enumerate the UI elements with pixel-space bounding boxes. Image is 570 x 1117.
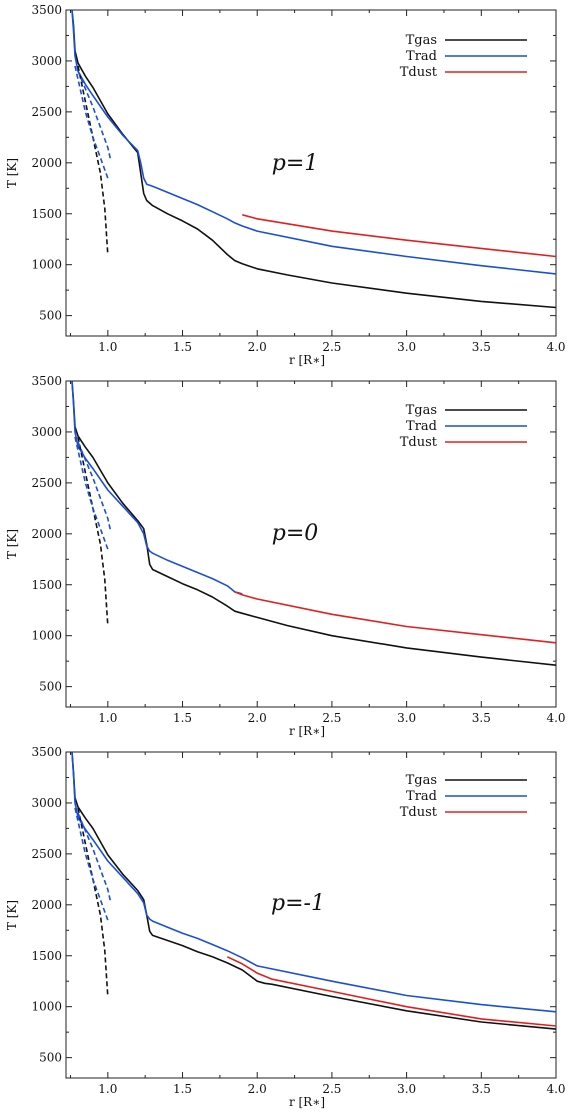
x-tick-label: 3.5 [472, 711, 491, 725]
series-group [71, 10, 556, 309]
series-line-tdust [234, 591, 556, 644]
legend-label-tgas: Tgas [406, 773, 437, 788]
chart-panel-1: 1.0 1.5 2.0 2.5 3.0 3.5 4.0 500 1000 1500 2000 2500… [5, 3, 566, 367]
legend-label-trad: Trad [406, 789, 437, 804]
x-tick-label: 2.0 [248, 340, 267, 354]
x-tick-label: 3.0 [397, 711, 416, 725]
x-tick-label: 1.0 [98, 1082, 117, 1096]
y-tick-label: 1500 [31, 578, 62, 592]
series-line-tdust [226, 956, 556, 1027]
y-tick-label: 3000 [31, 796, 62, 810]
y-tick-label: 3500 [31, 3, 62, 17]
x-tick-label: 2.0 [248, 711, 267, 725]
y-axis-label: T [K] [5, 529, 19, 559]
series-line-dashed [77, 441, 112, 532]
series-line-dashed [74, 807, 109, 921]
x-tick-label: 3.5 [472, 340, 491, 354]
legend-label-tdust: Tdust [400, 65, 438, 80]
y-tick-label: 500 [39, 680, 62, 694]
series-line-dashed [74, 65, 109, 179]
x-tick-label: 2.5 [322, 711, 341, 725]
legend-label-tdust: Tdust [400, 805, 438, 820]
series-line-dashed [74, 436, 109, 550]
y-tick-label: 1000 [31, 1000, 62, 1014]
x-tick-label: 1.0 [98, 340, 117, 354]
x-tick-label: 1.5 [173, 1082, 192, 1096]
series-line-tgas [71, 10, 556, 309]
y-axis-label: T [K] [5, 158, 19, 188]
series-group [71, 752, 556, 1030]
series-line-dashed [77, 807, 109, 997]
y-tick-label: 3500 [31, 374, 62, 388]
x-tick-label: 2.0 [248, 1082, 267, 1096]
y-tick-label: 3000 [31, 54, 62, 68]
y-tick-label: 2500 [31, 105, 62, 119]
panel-annotation: p=-1 [271, 891, 325, 916]
y-tick-label: 3000 [31, 425, 62, 439]
x-tick-label: 1.0 [98, 711, 117, 725]
y-tick-label: 1000 [31, 629, 62, 643]
x-tick-label: 2.5 [322, 340, 341, 354]
series-line-tdust [242, 214, 556, 258]
legend-label-trad: Trad [406, 49, 437, 64]
series-line-trad [71, 10, 556, 275]
y-tick-label: 2500 [31, 847, 62, 861]
y-tick-label: 500 [39, 309, 62, 323]
series-line-trad [71, 381, 243, 595]
series-line-dashed [77, 812, 112, 903]
y-tick-label: 2000 [31, 527, 62, 541]
legend-label-tdust: Tdust [400, 435, 438, 450]
x-tick-label: 3.0 [397, 340, 416, 354]
chart-panel-2: 1.0 1.5 2.0 2.5 3.0 3.5 4.0 500 1000 1500 2000 2500… [5, 374, 566, 738]
y-tick-label: 1500 [31, 949, 62, 963]
y-tick-label: 2000 [31, 156, 62, 170]
y-tick-label: 2000 [31, 898, 62, 912]
x-tick-label: 2.5 [322, 1082, 341, 1096]
x-axis-label: r [R∗] [289, 724, 325, 738]
series-line-dashed [77, 70, 112, 161]
x-tick-label: 4.0 [546, 711, 565, 725]
x-tick-label: 1.5 [173, 340, 192, 354]
legend-label-trad: Trad [406, 419, 437, 434]
series-line-tgas [71, 381, 556, 666]
series-line-dashed [77, 436, 109, 626]
x-axis-label: r [R∗] [289, 1095, 325, 1109]
x-tick-label: 3.0 [397, 1082, 416, 1096]
legend-label-tgas: Tgas [406, 33, 437, 48]
panel-annotation: p=0 [272, 521, 319, 546]
y-tick-label: 2500 [31, 476, 62, 490]
x-axis-label: r [R∗] [289, 353, 325, 367]
series-line-tgas [71, 752, 556, 1030]
plot-frame [65, 751, 557, 1079]
series-group [71, 381, 556, 666]
y-axis-label: T [K] [5, 900, 19, 930]
series-line-trad [71, 752, 556, 1013]
x-tick-label: 1.5 [173, 711, 192, 725]
plot-frame [65, 380, 557, 708]
y-tick-label: 1500 [31, 207, 62, 221]
plot-frame [65, 9, 557, 337]
y-tick-label: 1000 [31, 258, 62, 272]
y-tick-label: 500 [39, 1051, 62, 1065]
x-tick-label: 4.0 [546, 1082, 565, 1096]
x-tick-label: 3.5 [472, 1082, 491, 1096]
legend-label-tgas: Tgas [406, 403, 437, 418]
panel-annotation: p=1 [272, 151, 319, 176]
chart-panel-3: 1.0 1.5 2.0 2.5 3.0 3.5 4.0 500 1000 1500 2000 2500… [5, 745, 566, 1109]
series-line-dashed [77, 65, 109, 255]
y-tick-label: 3500 [31, 745, 62, 759]
x-tick-label: 4.0 [546, 340, 565, 354]
